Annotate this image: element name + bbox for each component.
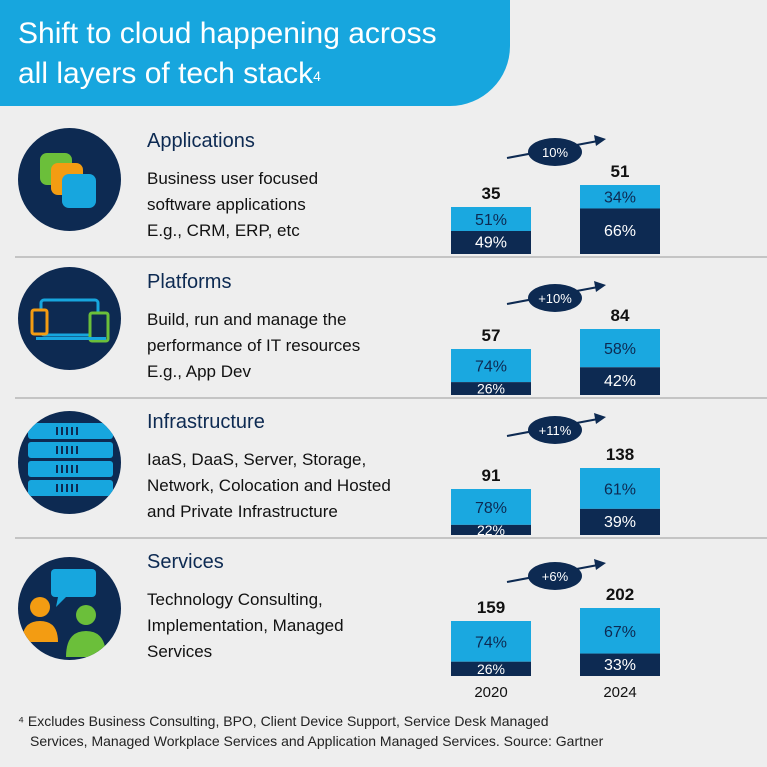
data-label: 67% (604, 624, 636, 641)
bar-total-label: 159 (477, 598, 505, 617)
data-label: 74% (475, 634, 507, 651)
people-chat-icon (18, 557, 121, 660)
category-title-infrastructure: Infrastructure (147, 411, 265, 433)
devices-icon (18, 267, 121, 370)
description-line: IaaS, DaaS, Server, Storage, (147, 450, 367, 469)
growth-bubble (528, 138, 582, 166)
description-line: Implementation, Managed (147, 616, 344, 635)
bar-segment-cloud (580, 608, 660, 654)
bar-total-label: 57 (482, 326, 501, 345)
growth-label: +10% (538, 291, 572, 306)
category-description: Build, run and manage the performance of… (147, 307, 360, 385)
footnote: ⁴ Excludes Business Consulting, BPO, Cli… (18, 711, 603, 751)
bar-total-label: 51 (611, 162, 630, 181)
category-title-applications: Applications (147, 130, 255, 152)
bar-segment-cloud (451, 621, 531, 662)
bar-segment-noncloud (580, 208, 660, 254)
data-label: 61% (604, 481, 636, 498)
bar-total-label: 91 (482, 466, 501, 485)
data-label: 39% (604, 514, 636, 531)
bar-segment-noncloud (580, 508, 660, 535)
footnote-line-1: ⁴ Excludes Business Consulting, BPO, Cli… (18, 713, 549, 729)
bar-segment-noncloud (451, 661, 531, 676)
bar-total-label: 202 (606, 585, 634, 604)
bar-segment-cloud (451, 207, 531, 231)
growth-label: +11% (539, 423, 572, 438)
growth-bubble (528, 562, 582, 590)
app-windows-icon (18, 128, 121, 231)
bar-total-label: 35 (482, 184, 501, 203)
bar-segment-cloud (580, 185, 660, 209)
description-line: Network, Colocation and Hosted (147, 476, 391, 495)
bar-segment-noncloud (580, 653, 660, 676)
data-label: 26% (477, 661, 505, 677)
x-tick-label: 2024 (603, 684, 636, 701)
growth-bubble (528, 416, 582, 444)
bar-segment-cloud (580, 468, 660, 509)
data-label: 49% (475, 234, 507, 251)
category-description: Business user focused software applicati… (147, 166, 318, 244)
data-label: 22% (477, 522, 505, 538)
server-rack-icon (18, 411, 121, 514)
bar-segment-cloud (451, 489, 531, 525)
bar-segment-cloud (580, 329, 660, 368)
section-divider (15, 256, 767, 258)
description-line: performance of IT resources (147, 336, 361, 355)
data-label: 42% (604, 373, 636, 390)
data-label: 78% (475, 500, 507, 517)
description-line: E.g., CRM, ERP, etc (147, 221, 300, 240)
description-line: software applications (147, 195, 306, 214)
title-line-2-text: all layers of tech stack (18, 57, 314, 90)
data-label: 66% (604, 223, 636, 240)
bar-total-label: 138 (606, 445, 634, 464)
x-tick-label: 2020 (474, 684, 507, 701)
footnote-line-2: Services, Managed Workplace Services and… (30, 733, 604, 749)
growth-label: +6% (542, 569, 569, 584)
description-line: Technology Consulting, (147, 590, 323, 609)
title-footnote-marker: 4 (313, 68, 321, 84)
description-line: Business user focused (147, 169, 319, 188)
description-line: and Private Infrastructure (147, 502, 338, 521)
description-line: Build, run and manage the (147, 310, 347, 329)
data-label: 58% (604, 341, 636, 358)
data-label: 34% (604, 190, 636, 207)
title-line-1: Shift to cloud happening across (18, 17, 437, 50)
category-description: Technology Consulting, Implementation, M… (147, 587, 344, 665)
category-description: IaaS, DaaS, Server, Storage, Network, Co… (147, 447, 391, 525)
bar-segment-cloud (451, 349, 531, 383)
bar-segment-noncloud (580, 367, 660, 395)
growth-arrowhead (594, 135, 606, 146)
bar-segment-noncloud (451, 230, 531, 254)
category-title-services: Services (147, 551, 224, 573)
growth-arrowhead (594, 559, 606, 570)
data-label: 33% (604, 657, 636, 674)
growth-bubble (528, 284, 582, 312)
bar-total-label: 84 (611, 306, 630, 325)
growth-arrowhead (594, 413, 606, 424)
growth-arrowhead (594, 281, 606, 292)
bar-segment-noncloud (451, 382, 531, 395)
description-line: Services (147, 642, 213, 661)
title-line-2: all layers of tech stack4 (18, 54, 437, 94)
page-title: Shift to cloud happening across all laye… (18, 14, 437, 94)
data-label: 74% (475, 359, 507, 376)
header-banner: Shift to cloud happening across all laye… (0, 0, 510, 106)
section-divider (15, 397, 767, 399)
category-title-platforms: Platforms (147, 271, 232, 293)
data-label: 51% (475, 212, 507, 229)
bar-segment-noncloud (451, 524, 531, 535)
data-label: 26% (477, 381, 505, 397)
section-divider (15, 537, 767, 539)
description-line: E.g., App Dev (147, 362, 251, 381)
growth-label: 10% (542, 145, 568, 160)
